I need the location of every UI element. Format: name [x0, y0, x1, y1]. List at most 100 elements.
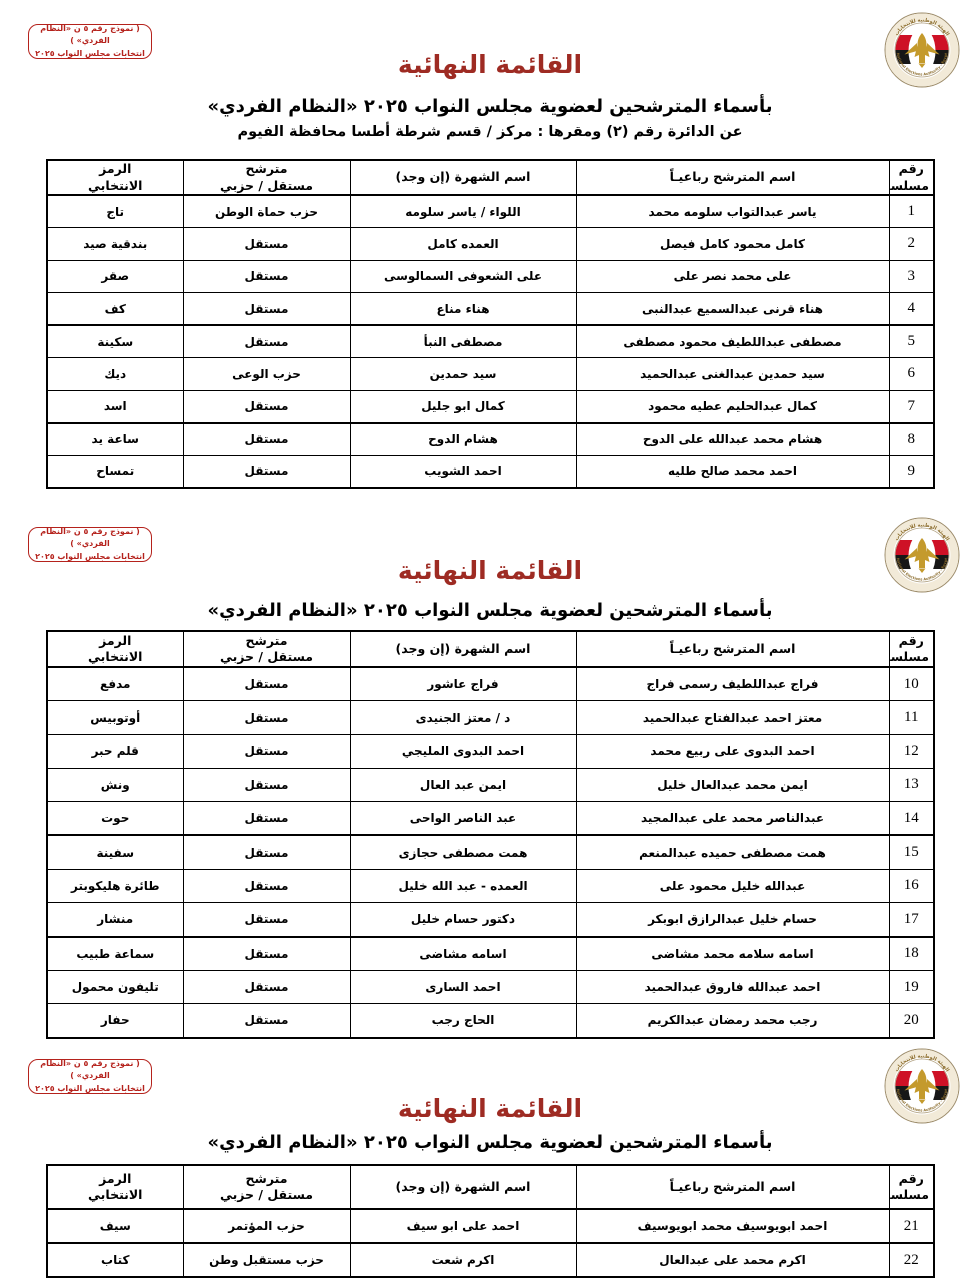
page-subtitle: بأسماء المترشحين لعضوية مجلس النواب ٢٠٢٥… [207, 1132, 773, 1153]
electoral-symbol-cell: أوتوبيس [46, 700, 184, 735]
national-elections-authority-logo: الهيئة الوطنية للانتخابات National Elect… [884, 12, 960, 88]
serial-number-cell: 17 [888, 902, 935, 938]
affiliation-cell: مستقل [182, 767, 351, 803]
stamp-line2: انتخابات مجلس النواب ٢٠٢٥ [35, 48, 145, 58]
affiliation-cell: مستقل [182, 700, 351, 735]
header-electoral-symbol: الرمز الانتخابي [46, 159, 184, 196]
stamp-line2: انتخابات مجلس النواب ٢٠٢٥ [35, 1083, 145, 1093]
candidate-row: 18 اسامه سلامه محمد مشاضى اسامه مشاضى مستقل… [46, 936, 935, 971]
candidate-name-cell: كمال عبدالحليم عطيه محمود [575, 389, 890, 424]
candidate-name-cell: همت مصطفى حميده عبدالمنعم [575, 834, 890, 870]
candidate-name-cell: احمد ابويوسيف محمد ابويوسيف [575, 1208, 890, 1244]
affiliation-cell: مستقل [182, 834, 351, 870]
affiliation-cell: مستقل [182, 969, 351, 1005]
header-fame-name: اسم الشهرة (إن وجد) [349, 159, 577, 196]
electoral-symbol-cell: صقر [46, 259, 184, 293]
fame-name-cell: على الشعوفى السمالوسى [349, 259, 577, 293]
electoral-symbol-cell: حوت [46, 801, 184, 837]
affiliation-cell: مستقل [182, 454, 351, 488]
serial-number-cell: 6 [888, 357, 935, 391]
serial-number-cell: 19 [888, 969, 935, 1005]
eagle-emblem-graphic: الهيئة الوطنية للانتخابات National Elect… [884, 1048, 960, 1124]
serial-number-cell: 21 [888, 1208, 935, 1244]
header-serial-number: رقم مسلسل [888, 630, 935, 668]
fame-name-cell: الحاج رجب [349, 1003, 577, 1039]
header-electoral-symbol: الرمز الانتخابي [46, 1164, 184, 1210]
electoral-symbol-cell: قلم حبر [46, 733, 184, 769]
candidate-row: 19 احمد عبدالله فاروق عبدالحميد احمد السار… [46, 969, 935, 1005]
electoral-symbol-cell: كتاب [46, 1242, 184, 1278]
serial-number-cell: 9 [888, 454, 935, 488]
eagle-emblem-graphic: الهيئة الوطنية للانتخابات National Elect… [884, 12, 960, 88]
candidate-row: 20 رجب محمد رمضان عبدالكريم الحاج رجب مستقل… [46, 1003, 935, 1039]
header-affiliation: مترشح مستقل / حزبي [182, 1164, 351, 1210]
electoral-symbol-cell: كف [46, 292, 184, 326]
fame-name-cell: هناء مناع [349, 292, 577, 326]
page-title: القائمة النهائية [397, 50, 583, 79]
candidate-row: 15 همت مصطفى حميده عبدالمنعم همت مصطفى حجا… [46, 834, 935, 870]
fame-name-cell: دكتور حسام خليل [349, 902, 577, 938]
serial-number-cell: 7 [888, 389, 935, 424]
affiliation-cell: مستقل [182, 422, 351, 456]
header-electoral-symbol: الرمز الانتخابي [46, 630, 184, 668]
candidate-row: 5 مصطفى عبداللطيف محمود مصطفى مصطفى النبأ م… [46, 324, 935, 358]
candidate-name-cell: ايمن محمد عبدالعال خليل [575, 767, 890, 803]
affiliation-cell: مستقل [182, 801, 351, 837]
fame-name-cell: احمد السارى [349, 969, 577, 1005]
candidate-row: 13 ايمن محمد عبدالعال خليل ايمن عبد العال م… [46, 767, 935, 803]
affiliation-cell: مستقل [182, 389, 351, 424]
candidate-row: 8 هشام محمد عبدالله على الدوح هشام الدوح مس… [46, 422, 935, 456]
fame-name-cell: مصطفى النبأ [349, 324, 577, 358]
electoral-symbol-cell: تمساح [46, 454, 184, 488]
affiliation-cell: مستقل [182, 227, 351, 261]
electoral-symbol-cell: مدفع [46, 666, 184, 702]
table-header-row: رقم مسلسل اسم المترشح رباعيـاً اسم الشهر… [46, 159, 935, 196]
candidate-name-cell: سيد حمدين عبدالغنى عبدالحميد [575, 357, 890, 391]
page-subtitle: بأسماء المترشحين لعضوية مجلس النواب ٢٠٢٥… [207, 600, 773, 621]
affiliation-cell: مستقل [182, 292, 351, 326]
serial-number-cell: 13 [888, 767, 935, 803]
candidate-row: 9 احمد محمد صالح طليه احمد الشويب مستقل تمسا… [46, 454, 935, 488]
candidate-row: 21 احمد ابويوسيف محمد ابويوسيف احمد على اب… [46, 1208, 935, 1244]
candidate-row: 22 اكرم محمد على عبدالعال اكرم شعت حزب مستق… [46, 1242, 935, 1278]
electoral-symbol-cell: ديك [46, 357, 184, 391]
candidate-name-cell: احمد البدوى على ربيع محمد [575, 733, 890, 769]
affiliation-cell: حزب الوعى [182, 357, 351, 391]
fame-name-cell: اسامه مشاضى [349, 936, 577, 971]
candidate-name-cell: معتز احمد عبدالفتاح عبدالحميد [575, 700, 890, 735]
gold-eagle-icon [904, 538, 940, 573]
table-header-row: رقم مسلسل اسم المترشح رباعيـاً اسم الشهر… [46, 1164, 935, 1210]
candidate-name-cell: احمد عبدالله فاروق عبدالحميد [575, 969, 890, 1005]
fame-name-cell: كمال ابو جليل [349, 389, 577, 424]
page-subtitle: بأسماء المترشحين لعضوية مجلس النواب ٢٠٢٥… [207, 96, 773, 117]
serial-number-cell: 18 [888, 936, 935, 971]
page-title: القائمة النهائية [397, 556, 583, 585]
fame-name-cell: العمده - عبد الله خليل [349, 868, 577, 904]
candidate-name-cell: اكرم محمد على عبدالعال [575, 1242, 890, 1278]
stamp-line1: ( نموذج رقم ٥ ن «النظام الفردي» ) [40, 1058, 140, 1081]
fame-name-cell: د / معتز الجنيدى [349, 700, 577, 735]
eagle-emblem-graphic: الهيئة الوطنية للانتخابات National Elect… [884, 517, 960, 593]
candidate-row: 12 احمد البدوى على ربيع محمد احمد البدوى ا… [46, 733, 935, 769]
candidate-name-cell: اسامه سلامه محمد مشاضى [575, 936, 890, 971]
electoral-symbol-cell: ونش [46, 767, 184, 803]
stamp-line1: ( نموذج رقم ٥ ن «النظام الفردي» ) [40, 526, 140, 549]
candidate-row: 6 سيد حمدين عبدالغنى عبدالحميد سيد حمدين حز… [46, 357, 935, 391]
candidate-name-cell: رجب محمد رمضان عبدالكريم [575, 1003, 890, 1039]
affiliation-cell: حزب المؤتمر [182, 1208, 351, 1244]
candidate-name-cell: حسام خليل عبدالرازق ابوبكر [575, 902, 890, 938]
header-fame-name: اسم الشهرة (إن وجد) [349, 630, 577, 668]
fame-name-cell: اكرم شعت [349, 1242, 577, 1278]
candidate-row: 3 على محمد نصر على على الشعوفى السمالوسى مس… [46, 259, 935, 293]
stamp-line1: ( نموذج رقم ٥ ن «النظام الفردي» ) [40, 23, 140, 46]
affiliation-cell: مستقل [182, 1003, 351, 1039]
electoral-symbol-cell: منشار [46, 902, 184, 938]
serial-number-cell: 3 [888, 259, 935, 293]
header-fame-name: اسم الشهرة (إن وجد) [349, 1164, 577, 1210]
serial-number-cell: 10 [888, 666, 935, 702]
header-candidate-name: اسم المترشح رباعيـاً [575, 1164, 890, 1210]
electoral-symbol-cell: طائرة هليكوبتر [46, 868, 184, 904]
serial-number-cell: 16 [888, 868, 935, 904]
electoral-symbol-cell: حفار [46, 1003, 184, 1039]
